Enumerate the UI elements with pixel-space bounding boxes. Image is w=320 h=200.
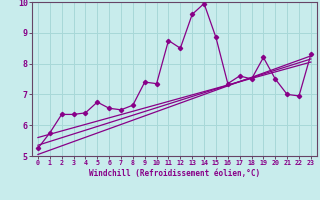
X-axis label: Windchill (Refroidissement éolien,°C): Windchill (Refroidissement éolien,°C) bbox=[89, 169, 260, 178]
